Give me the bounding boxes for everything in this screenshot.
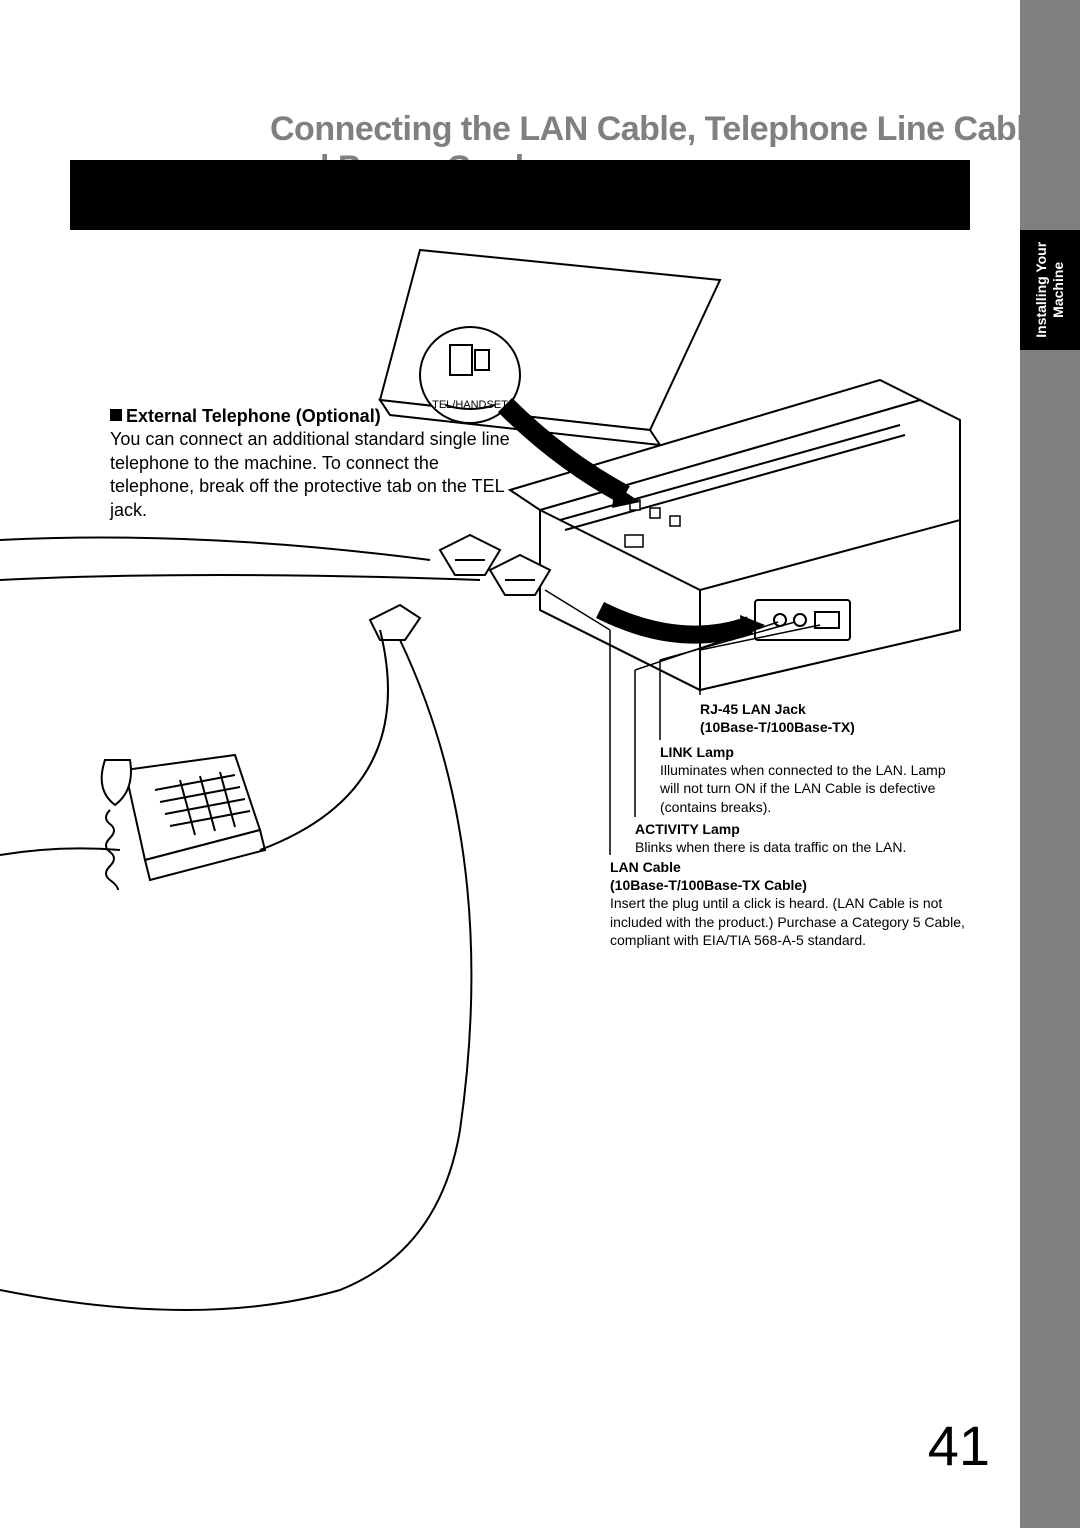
activity-lamp-label: ACTIVITY Lamp Blinks when there is data … <box>635 820 965 856</box>
header-black-bar <box>70 160 970 230</box>
link-lamp-label: LINK Lamp Illuminates when connected to … <box>660 743 965 816</box>
external-telephone-heading: External Telephone (Optional) <box>110 405 510 428</box>
square-bullet-icon <box>110 409 122 421</box>
external-telephone-block: External Telephone (Optional) You can co… <box>110 405 510 522</box>
link-lamp-body: Illuminates when connected to the LAN. L… <box>660 761 965 816</box>
external-telephone-body: You can connect an additional standard s… <box>110 428 510 522</box>
lan-cable-body: Insert the plug until a click is heard. … <box>610 894 965 949</box>
lan-cable-heading-1: LAN Cable <box>610 858 965 876</box>
lan-cable-label: LAN Cable (10Base-T/100Base-TX Cable) In… <box>610 858 965 949</box>
side-tab: Installing YourMachine <box>1020 230 1080 350</box>
rj45-label: RJ-45 LAN Jack (10Base-T/100Base-TX) <box>700 700 950 736</box>
lan-cable-heading-2: (10Base-T/100Base-TX Cable) <box>610 876 965 894</box>
link-lamp-heading: LINK Lamp <box>660 743 965 761</box>
activity-lamp-body: Blinks when there is data traffic on the… <box>635 838 965 856</box>
page-number: 41 <box>928 1413 990 1478</box>
activity-lamp-heading: ACTIVITY Lamp <box>635 820 965 838</box>
rj45-heading-2: (10Base-T/100Base-TX) <box>700 718 950 736</box>
diagram-area: TEL/HANDSET <box>0 230 970 1330</box>
rj45-heading-1: RJ-45 LAN Jack <box>700 700 950 718</box>
side-tab-text: Installing YourMachine <box>1033 242 1067 338</box>
